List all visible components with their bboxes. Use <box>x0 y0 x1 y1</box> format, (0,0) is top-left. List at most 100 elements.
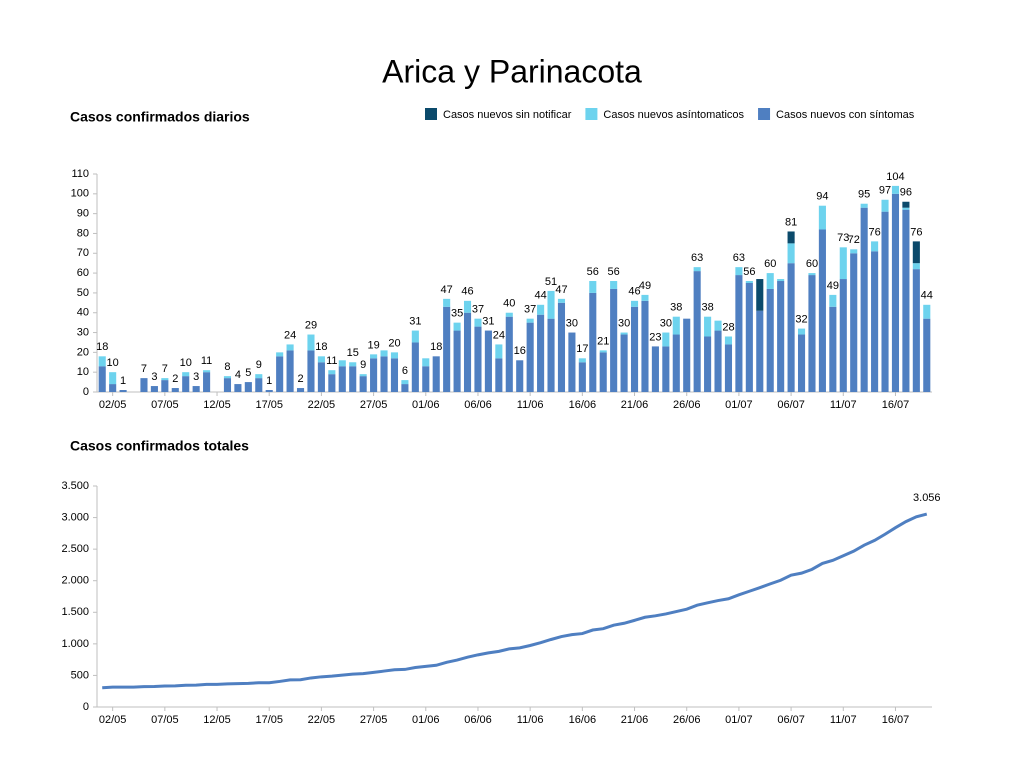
total-label: 28 <box>722 321 734 333</box>
total-label: 2 <box>172 373 178 385</box>
bar-segment <box>547 318 555 392</box>
bar-segment <box>557 298 566 303</box>
bar-segment <box>505 316 513 392</box>
total-label: 37 <box>472 304 484 316</box>
bar-segment <box>150 386 158 392</box>
legend-swatch <box>758 108 771 120</box>
x-tick-label: 12/05 <box>203 399 231 411</box>
bar-segment <box>589 281 597 293</box>
total-label: 44 <box>534 290 546 302</box>
bar-segment <box>255 374 263 379</box>
bar-segment <box>829 306 837 392</box>
y-tick-label: 1.000 <box>61 638 89 650</box>
total-label: 76 <box>868 226 880 238</box>
x-tick-label: 06/06 <box>464 714 492 726</box>
bar-segment <box>610 281 618 289</box>
total-label: 7 <box>162 363 168 375</box>
x-tick-label: 16/06 <box>569 399 597 411</box>
bar-segment <box>787 231 795 244</box>
bar-segment <box>923 304 931 319</box>
legend-swatch <box>425 108 437 120</box>
bar-segment <box>265 390 273 392</box>
total-label: 23 <box>649 331 661 343</box>
bar-segment <box>850 249 858 254</box>
bar-segment <box>422 358 430 367</box>
total-label: 76 <box>910 226 922 238</box>
x-tick-label: 01/07 <box>725 714 753 726</box>
bar-segment <box>787 243 795 264</box>
bar-segment <box>338 360 346 367</box>
x-tick-label: 26/06 <box>673 714 701 726</box>
total-label: 9 <box>256 359 262 371</box>
bar-segment <box>714 330 722 392</box>
total-label: 96 <box>900 187 912 199</box>
bar-segment <box>359 374 367 377</box>
total-label: 94 <box>816 191 828 203</box>
total-label: 56 <box>587 266 599 278</box>
bar-segment <box>109 372 117 385</box>
bar-segment <box>98 366 106 392</box>
y-tick-label: 2.000 <box>61 575 89 587</box>
total-label: 63 <box>691 252 703 264</box>
total-label: 29 <box>305 319 317 331</box>
bar-segment <box>714 320 722 331</box>
bar-segment <box>234 384 242 392</box>
bar-segment <box>537 304 545 315</box>
total-label: 3 <box>151 371 157 383</box>
bar-segment <box>328 374 336 392</box>
bar-segment <box>223 378 232 392</box>
bar-segment <box>735 275 743 392</box>
bar-segment <box>641 300 649 392</box>
y-tick-label: 80 <box>77 227 89 239</box>
bar-segment <box>255 378 263 392</box>
legend-label: Casos nuevos con síntomas <box>776 109 915 121</box>
bar-segment <box>307 350 315 392</box>
x-tick-label: 02/05 <box>99 399 127 411</box>
x-tick-label: 21/06 <box>621 399 649 411</box>
chart-title: Casos confirmados diarios <box>70 109 250 125</box>
x-tick-label: 27/05 <box>360 399 388 411</box>
y-tick-label: 10 <box>77 366 89 378</box>
y-tick-label: 100 <box>71 188 89 200</box>
bar-segment <box>390 358 399 392</box>
bar-segment <box>881 211 889 392</box>
bar-segment <box>401 384 409 392</box>
total-label: 24 <box>493 329 505 341</box>
bar-segment <box>578 358 586 363</box>
total-label: 19 <box>367 339 379 351</box>
bar-segment <box>860 207 868 392</box>
bar-segment <box>276 352 284 357</box>
total-label: 46 <box>628 286 640 298</box>
bar-segment <box>766 273 774 289</box>
bar-segment <box>161 380 169 392</box>
x-tick-label: 07/05 <box>151 714 179 726</box>
bar-segment <box>349 366 357 392</box>
bar-segment <box>704 316 712 337</box>
bar-segment <box>109 384 117 392</box>
x-tick-label: 22/05 <box>308 399 336 411</box>
bar-segment <box>756 279 764 311</box>
y-tick-label: 0 <box>83 386 89 398</box>
bar-segment <box>735 267 743 276</box>
bar-segment <box>839 279 847 392</box>
total-label: 17 <box>576 343 588 355</box>
y-tick-label: 3.500 <box>61 480 89 492</box>
bar-segment <box>98 356 106 367</box>
bar-segment <box>599 352 607 392</box>
total-label: 10 <box>107 357 119 369</box>
bar-segment <box>912 269 920 392</box>
legend-label: Casos nuevos asíntomaticos <box>603 109 744 121</box>
total-label: 4 <box>235 369 241 381</box>
x-tick-label: 21/06 <box>621 714 649 726</box>
y-tick-label: 30 <box>77 326 89 338</box>
bar-segment <box>651 346 659 392</box>
x-tick-label: 01/06 <box>412 399 440 411</box>
total-label: 56 <box>608 266 620 278</box>
x-tick-label: 11/06 <box>517 399 544 411</box>
x-tick-label: 06/07 <box>777 714 805 726</box>
bar-segment <box>171 388 179 392</box>
bar-segment <box>672 316 680 335</box>
bar-segment <box>495 358 503 392</box>
y-tick-label: 40 <box>77 307 89 319</box>
bar-segment <box>599 350 607 353</box>
